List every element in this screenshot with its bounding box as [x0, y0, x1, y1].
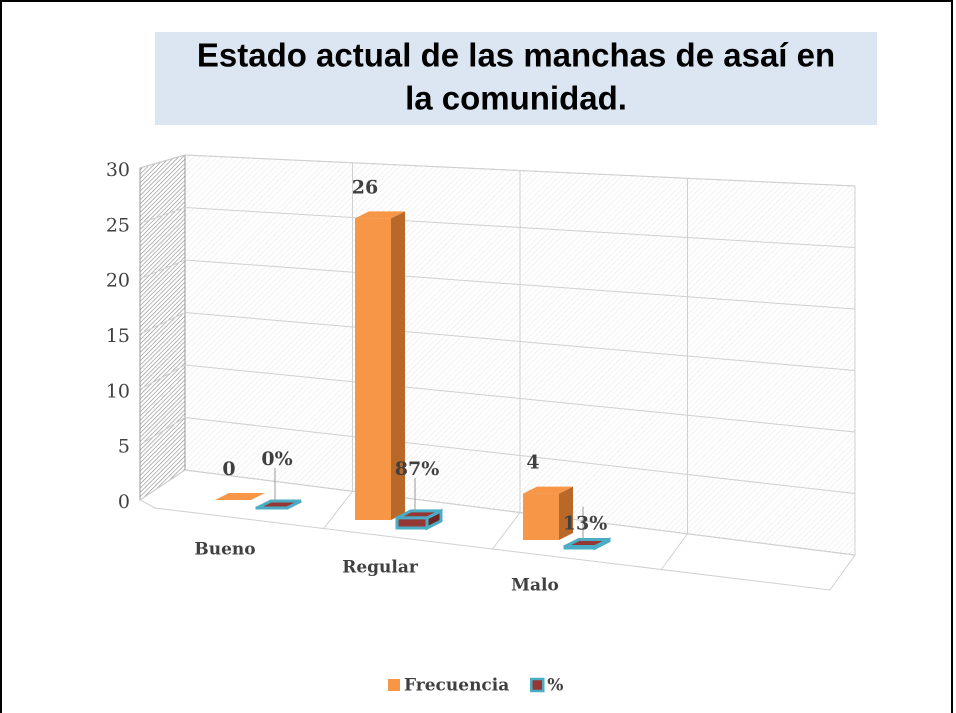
- x-tick-label: Regular: [342, 558, 419, 578]
- y-tick-label: 30: [106, 159, 130, 181]
- bar: [355, 211, 405, 520]
- value-label: 0: [222, 458, 235, 480]
- value-label: 87%: [395, 458, 440, 480]
- grid-line: [139, 206, 856, 248]
- value-label: 0%: [261, 448, 292, 470]
- bar: [563, 537, 611, 551]
- side-wall: [139, 154, 186, 501]
- y-tick-label: 5: [118, 436, 130, 458]
- grid-line: [139, 364, 856, 433]
- legend-label: Frecuencia: [404, 676, 509, 696]
- bar-top: [355, 211, 405, 219]
- division-line: [323, 162, 353, 529]
- bar: [395, 508, 443, 531]
- grid-line: [139, 416, 856, 494]
- title-box: [155, 32, 877, 125]
- bar: [215, 493, 265, 501]
- x-tick-label: Bueno: [194, 540, 255, 560]
- bar-front: [395, 516, 429, 530]
- y-tick-label: 20: [106, 270, 130, 292]
- value-label: 26: [352, 176, 378, 198]
- value-label: 4: [526, 452, 539, 474]
- bar-front: [355, 218, 391, 520]
- x-tick-label: Malo: [511, 576, 559, 596]
- grid-line: [139, 311, 856, 371]
- legend-swatch: [388, 679, 400, 691]
- bar-top: [215, 493, 265, 500]
- bar-top: [523, 486, 573, 494]
- value-label: 13%: [563, 512, 608, 534]
- grid-line: [139, 469, 856, 556]
- bar-front: [563, 544, 597, 550]
- legend-swatch: [530, 677, 545, 693]
- bar: [523, 486, 573, 540]
- chart-title: la comunidad.: [405, 80, 627, 117]
- y-tick-label: 15: [106, 325, 130, 347]
- y-tick-label: 25: [106, 214, 130, 236]
- division-line: [660, 178, 688, 570]
- chart-title: Estado actual de las manchas de asaí en: [197, 37, 835, 74]
- bar: [255, 499, 302, 510]
- bar-side: [391, 211, 405, 520]
- grid-line: [139, 154, 856, 187]
- division-line: [492, 170, 521, 550]
- y-tick-label: 0: [118, 491, 130, 513]
- y-tick-label: 10: [106, 380, 130, 402]
- bar-side: [559, 486, 573, 540]
- legend-label: %: [547, 676, 563, 696]
- grid-line: [139, 259, 856, 310]
- bar-front: [523, 493, 559, 540]
